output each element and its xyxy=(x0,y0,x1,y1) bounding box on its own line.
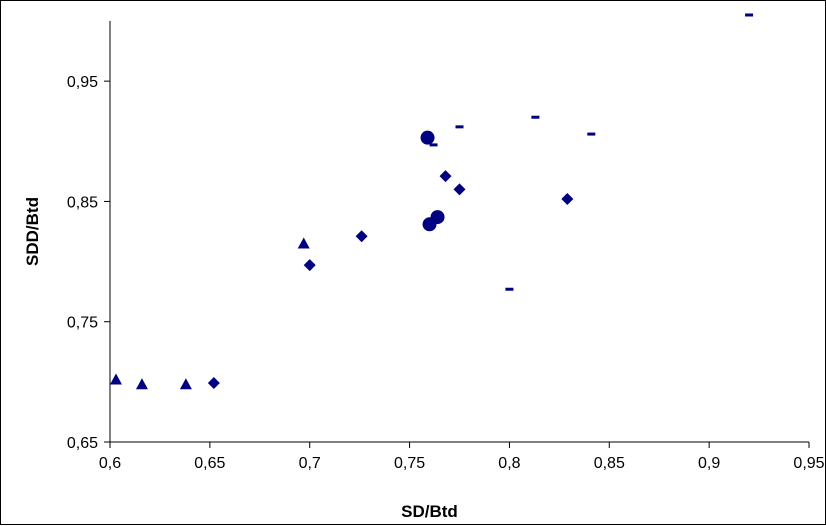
y-tick-label: 0,95 xyxy=(67,74,98,91)
data-point-dash xyxy=(587,132,596,136)
data-point-circle xyxy=(420,130,435,145)
data-point-triangle xyxy=(135,378,148,390)
x-axis-title: SD/Btd xyxy=(401,502,458,521)
data-points xyxy=(109,13,754,390)
data-point-diamond xyxy=(561,193,574,206)
x-axis-ticks: 0,6 0,65 0,7 0,75 0,8 0,85 0,9 0,95 xyxy=(99,442,825,472)
y-axis-title: SDD/Btd xyxy=(23,197,42,266)
x-tick-label: 0,9 xyxy=(698,455,720,472)
x-tick-label: 0,85 xyxy=(594,455,625,472)
data-point-triangle xyxy=(297,237,310,249)
x-tick-label: 0,95 xyxy=(793,455,824,472)
x-tick-label: 0,6 xyxy=(99,455,121,472)
y-tick-label: 0,75 xyxy=(67,315,98,332)
x-tick-label: 0,75 xyxy=(394,455,425,472)
data-point-dash xyxy=(505,287,514,291)
data-point-dash xyxy=(745,13,754,17)
data-point-diamond xyxy=(207,377,220,390)
y-axis-ticks: 0,65 0,75 0,85 0,95 xyxy=(67,74,110,452)
data-point-triangle xyxy=(179,378,192,390)
data-point-dash xyxy=(455,125,464,129)
x-tick-label: 0,7 xyxy=(299,455,321,472)
x-tick-label: 0,65 xyxy=(194,455,225,472)
data-point-diamond xyxy=(355,230,368,243)
data-point-dash xyxy=(531,115,540,119)
data-point-triangle xyxy=(109,373,122,385)
y-tick-label: 0,65 xyxy=(67,435,98,452)
data-point-dash xyxy=(429,143,438,147)
data-point-diamond xyxy=(453,183,466,196)
data-point-diamond xyxy=(303,259,316,272)
y-tick-label: 0,85 xyxy=(67,194,98,211)
data-point-circle xyxy=(430,210,445,225)
data-point-diamond xyxy=(439,170,452,183)
x-tick-label: 0,8 xyxy=(498,455,520,472)
